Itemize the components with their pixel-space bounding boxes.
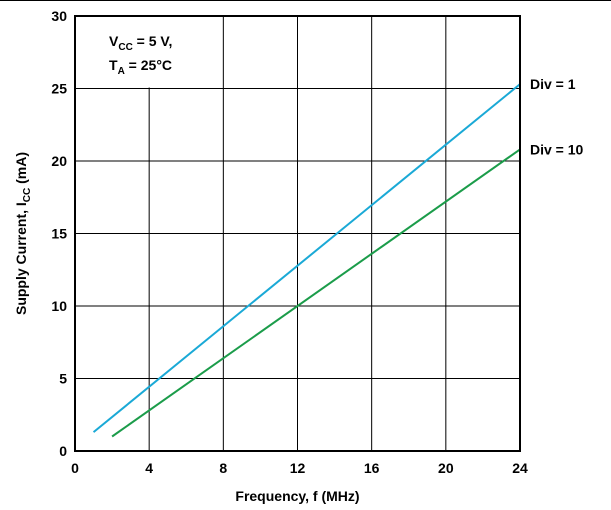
y-tick-label: 0 [59, 443, 67, 459]
series-label-1: Div = 1 [530, 76, 576, 92]
x-tick-label: 12 [290, 460, 306, 476]
series-label-2: Div = 10 [530, 141, 584, 157]
y-tick-label: 25 [51, 81, 67, 97]
annotation-vcc: VCC = 5 V, [109, 33, 172, 53]
x-tick-label: 4 [145, 460, 153, 476]
x-axis-label: Frequency, f (MHz) [235, 488, 359, 504]
x-tick-label: 8 [219, 460, 227, 476]
x-tick-label: 0 [71, 460, 79, 476]
annotation-background [76, 17, 223, 88]
series-line-2 [111, 148, 521, 438]
tick-labels: 0 4 8 12 16 20 24 0 5 10 15 20 25 30 Div = 1 Div = 10 [51, 8, 583, 476]
y-tick-label: 20 [51, 153, 67, 169]
x-tick-label: 20 [438, 460, 454, 476]
y-tick-label: 10 [51, 298, 67, 314]
series-line-1 [92, 83, 521, 433]
series-layer [92, 83, 521, 438]
y-tick-label: 5 [59, 371, 67, 387]
plot-frame [74, 15, 521, 452]
x-tick-label: 24 [512, 460, 528, 476]
y-tick-label: 15 [51, 226, 67, 242]
y-axis-label: Supply Current, ICC (mA) [13, 152, 33, 315]
grid-lines [75, 16, 520, 451]
annotation-ta: TA = 25°C [109, 57, 172, 77]
x-tick-label: 16 [364, 460, 380, 476]
top-rule [0, 0, 611, 1]
y-tick-label: 30 [51, 8, 67, 24]
